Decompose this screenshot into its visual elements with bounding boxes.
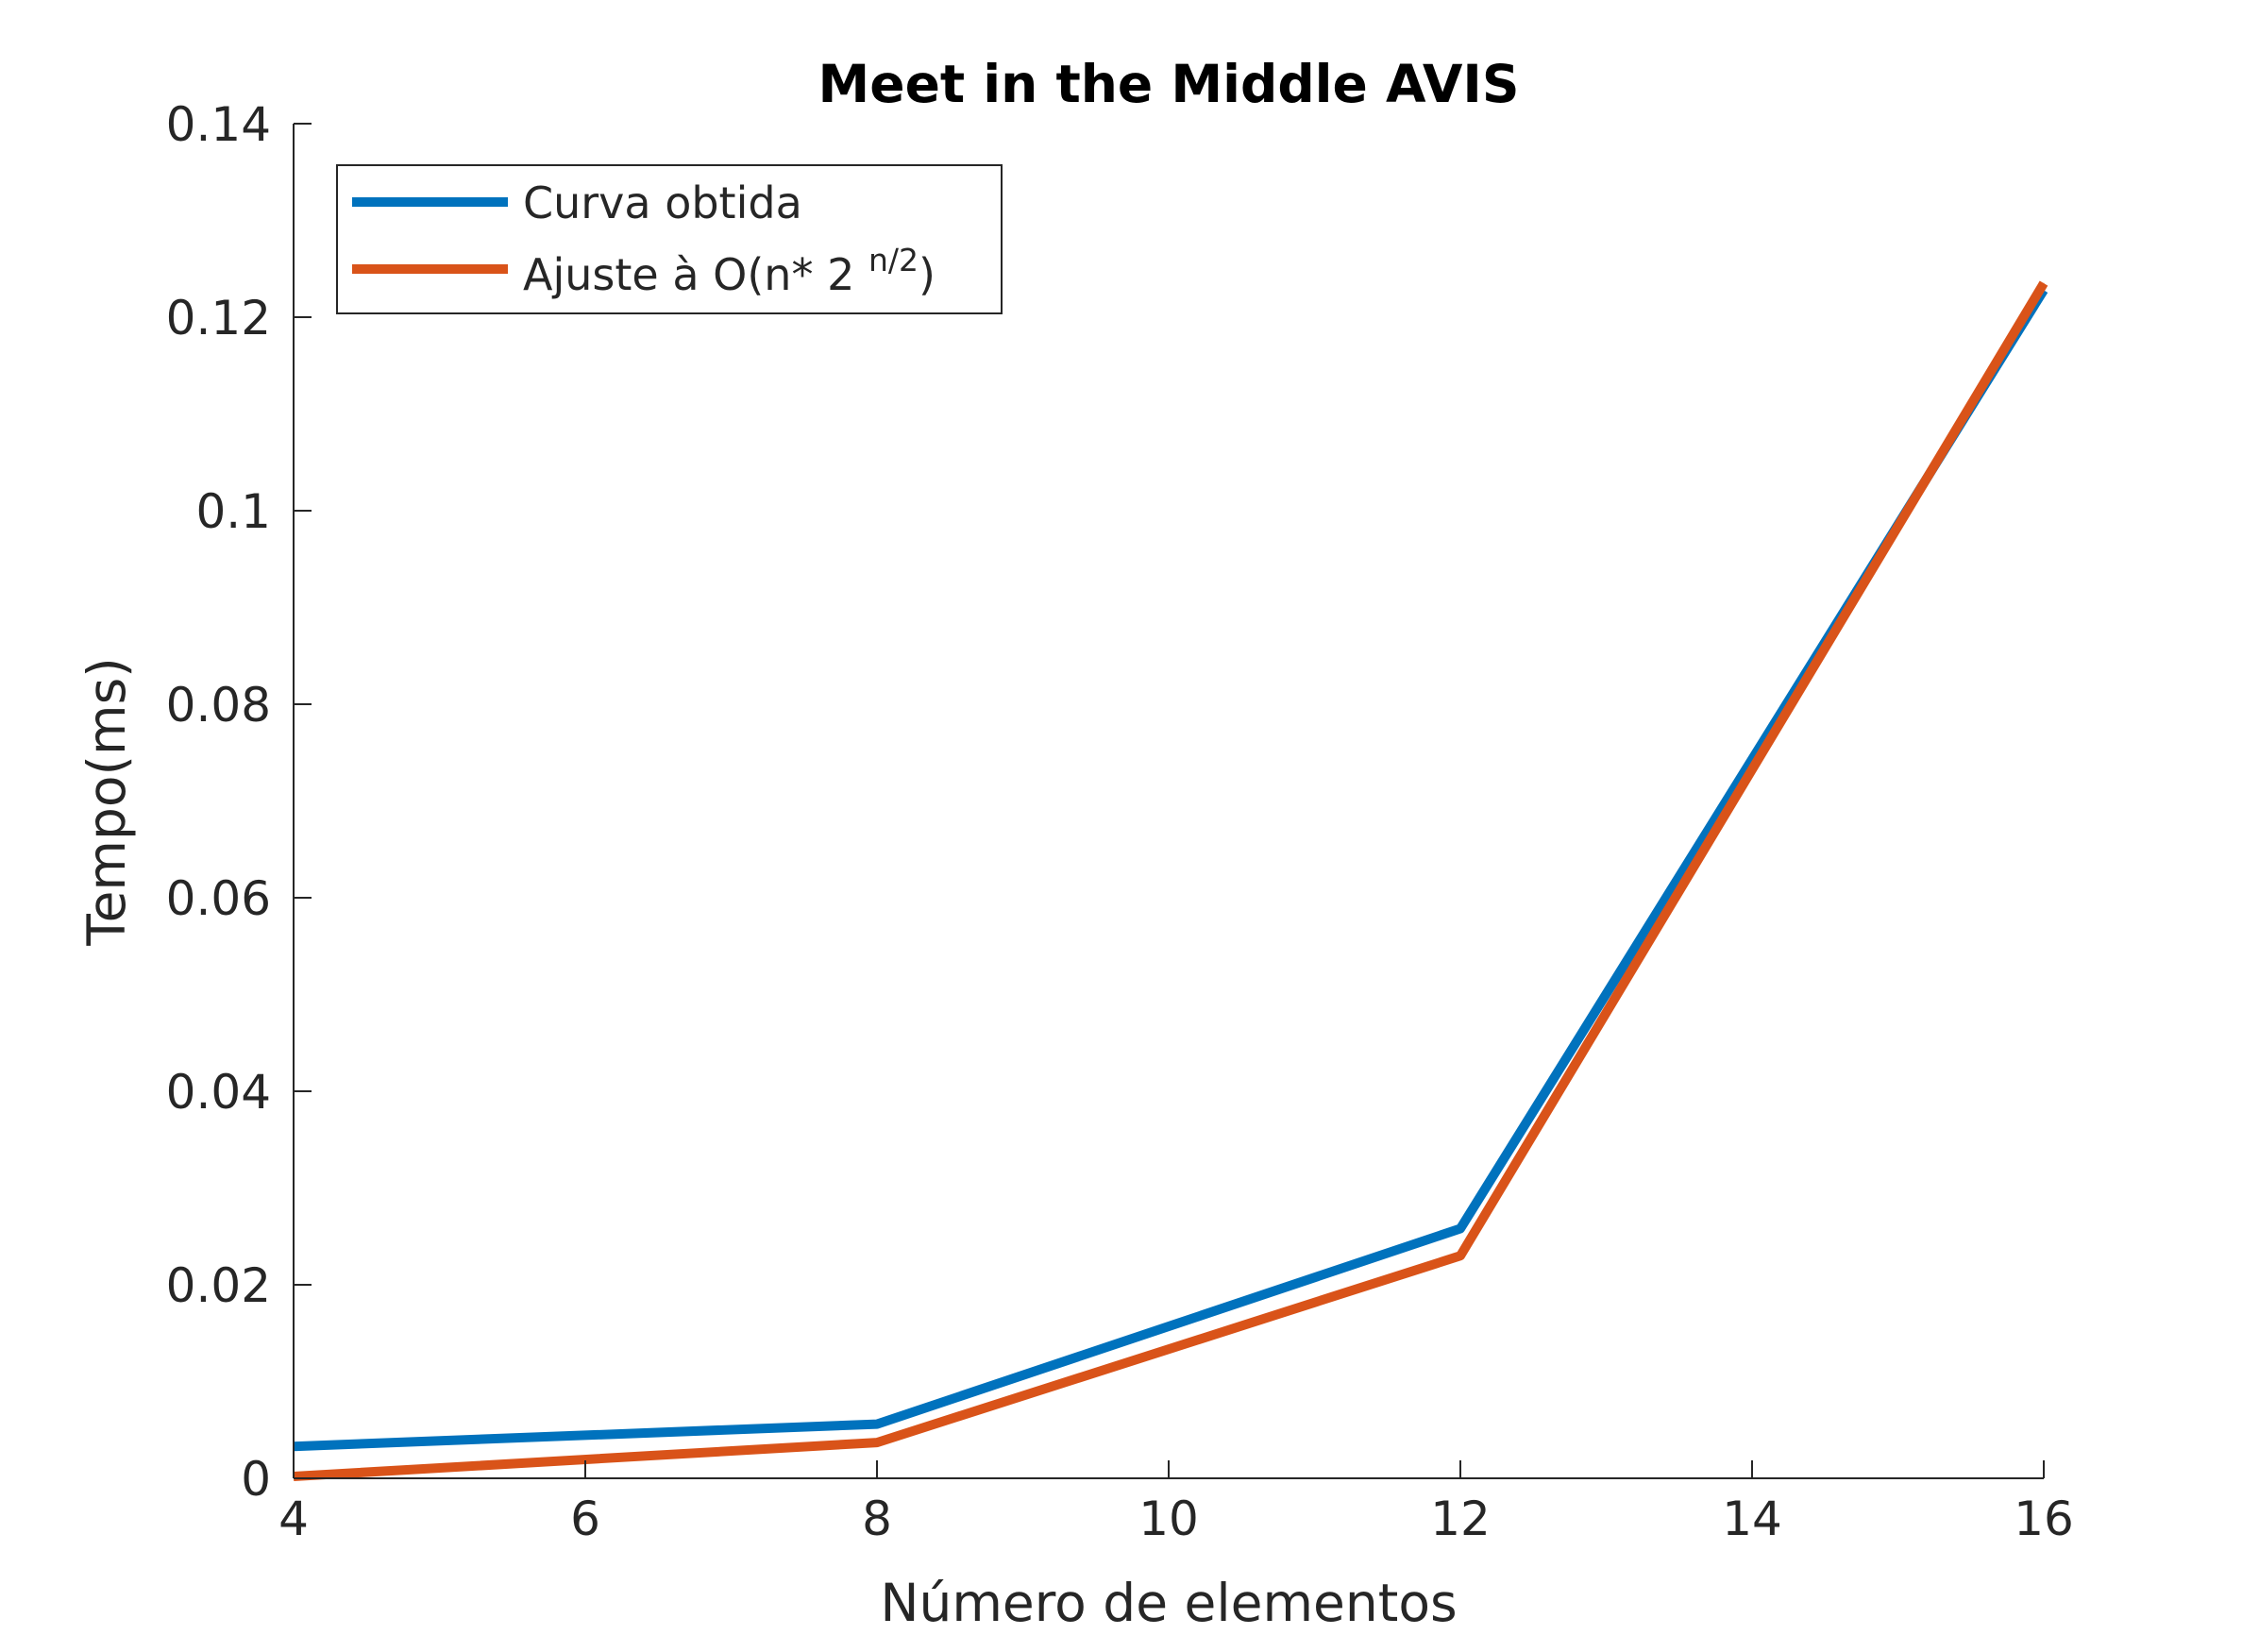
y-tick-label: 0.06 (166, 871, 271, 926)
x-tick-label: 14 (1722, 1492, 1782, 1546)
x-ticks: 4 6 8 10 12 14 16 (278, 1460, 2074, 1546)
legend-label-ajuste: Ajuste à O(n* 2 n/2) (523, 242, 936, 300)
y-tick-label: 0.08 (166, 678, 271, 733)
y-tick-label: 0.04 (166, 1065, 271, 1120)
legend-box (336, 164, 1003, 314)
legend-label-ajuste-superscript: n/2 (868, 242, 919, 278)
y-tick-label: 0 (241, 1452, 271, 1507)
legend-label-ajuste-end: ) (919, 249, 936, 300)
y-tick-label: 0.1 (195, 484, 271, 539)
x-tick-label: 10 (1138, 1492, 1199, 1546)
x-tick-label: 8 (862, 1492, 892, 1546)
x-tick-label: 6 (570, 1492, 600, 1546)
x-axis-label: Número de elementos (880, 1573, 1457, 1633)
legend-label-ajuste-main: Ajuste à O(n* 2 (523, 249, 868, 300)
series-line-0 (293, 287, 2048, 1452)
data-point-s1-3 (2043, 282, 2045, 284)
x-tick-label: 4 (278, 1492, 309, 1546)
series-line-1 (293, 280, 2048, 1481)
y-ticks: 0 0.02 0.04 0.06 0.08 0.1 0.12 0.14 (166, 97, 312, 1507)
x-tick-label: 12 (1430, 1492, 1491, 1546)
y-tick-label: 0.02 (166, 1258, 271, 1313)
x-tick-label: 16 (2014, 1492, 2074, 1546)
data-point-s0-2 (1459, 1228, 1461, 1229)
y-axis-label: Tempo(ms) (76, 657, 137, 946)
y-tick-label: 0.12 (166, 291, 271, 346)
y-tick-label: 0.14 (166, 97, 271, 152)
legend-label-curva-obtida: Curva obtida (523, 177, 802, 228)
data-point-s1-1 (876, 1441, 878, 1443)
chart-title: Meet in the Middle AVIS (818, 54, 1520, 114)
legend: Curva obtida Ajuste à O(n* 2 n/2) (336, 164, 1003, 314)
